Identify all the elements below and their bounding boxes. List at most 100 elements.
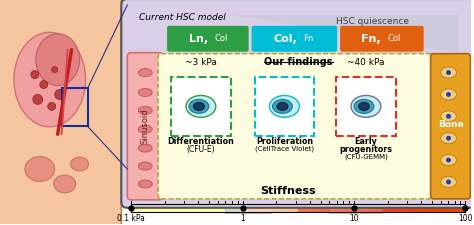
Bar xyxy=(246,204,251,212)
Bar xyxy=(317,204,321,212)
Text: ~3 kPa: ~3 kPa xyxy=(185,58,217,67)
Text: ~40 kPa: ~40 kPa xyxy=(347,58,385,67)
Ellipse shape xyxy=(138,144,152,152)
FancyBboxPatch shape xyxy=(158,54,435,199)
Circle shape xyxy=(31,71,39,79)
Bar xyxy=(395,204,399,212)
Ellipse shape xyxy=(440,89,456,100)
FancyBboxPatch shape xyxy=(336,76,396,136)
FancyBboxPatch shape xyxy=(252,26,337,52)
Bar xyxy=(458,204,462,212)
FancyBboxPatch shape xyxy=(167,26,249,52)
Bar xyxy=(283,204,288,212)
Bar xyxy=(354,204,358,212)
Ellipse shape xyxy=(138,162,152,170)
Bar xyxy=(391,204,395,212)
Bar xyxy=(131,204,243,212)
Bar xyxy=(384,204,388,212)
Bar xyxy=(310,204,314,212)
Text: progenitors: progenitors xyxy=(339,145,392,154)
Ellipse shape xyxy=(54,175,75,193)
Ellipse shape xyxy=(440,176,456,187)
Ellipse shape xyxy=(440,111,456,122)
Ellipse shape xyxy=(440,67,456,78)
Bar xyxy=(350,204,355,212)
Text: Current HSC model: Current HSC model xyxy=(139,13,226,22)
Bar xyxy=(406,204,410,212)
Ellipse shape xyxy=(186,95,216,117)
Ellipse shape xyxy=(193,102,204,110)
Bar xyxy=(320,204,325,212)
Text: Fn,: Fn, xyxy=(361,34,381,44)
Bar xyxy=(462,204,466,212)
Bar xyxy=(280,204,284,212)
Circle shape xyxy=(446,158,451,162)
Bar xyxy=(428,204,432,212)
Bar xyxy=(380,204,384,212)
Text: Bone: Bone xyxy=(438,120,463,129)
Bar xyxy=(306,204,310,212)
Bar xyxy=(302,204,306,212)
Text: (CFU-E): (CFU-E) xyxy=(187,145,215,154)
Bar xyxy=(298,204,302,212)
Text: Col,: Col, xyxy=(273,34,297,44)
Bar xyxy=(410,204,414,212)
Text: HSC quiescence: HSC quiescence xyxy=(337,17,410,26)
Bar xyxy=(358,204,362,212)
Ellipse shape xyxy=(14,32,85,127)
Bar xyxy=(243,204,247,212)
Text: (CellTrace Violet): (CellTrace Violet) xyxy=(255,145,314,152)
Ellipse shape xyxy=(138,125,152,133)
Ellipse shape xyxy=(270,95,300,117)
Ellipse shape xyxy=(440,133,456,144)
Bar xyxy=(436,204,440,212)
Text: Sinusoid: Sinusoid xyxy=(141,108,150,144)
Bar xyxy=(332,204,336,212)
Bar xyxy=(291,204,295,212)
Bar xyxy=(336,204,340,212)
Bar xyxy=(425,204,429,212)
Circle shape xyxy=(55,90,64,99)
Bar xyxy=(250,204,254,212)
Bar xyxy=(402,204,407,212)
Bar xyxy=(346,204,351,212)
Text: (CFU-GEMM): (CFU-GEMM) xyxy=(344,153,388,160)
Circle shape xyxy=(52,67,58,73)
Ellipse shape xyxy=(440,155,456,166)
Text: 0.1 kPa: 0.1 kPa xyxy=(118,214,145,223)
Bar xyxy=(324,204,328,212)
FancyBboxPatch shape xyxy=(171,76,231,136)
Bar xyxy=(265,204,269,212)
Circle shape xyxy=(446,180,451,184)
Bar xyxy=(432,204,436,212)
Bar xyxy=(373,204,377,212)
Bar xyxy=(287,204,292,212)
Bar xyxy=(362,204,365,212)
Bar xyxy=(226,203,271,213)
Bar xyxy=(369,204,373,212)
Bar xyxy=(413,204,418,212)
Bar xyxy=(447,204,451,212)
Ellipse shape xyxy=(138,106,152,114)
Text: Col: Col xyxy=(215,34,228,43)
Text: Fn: Fn xyxy=(303,34,314,43)
Bar xyxy=(254,204,258,212)
Bar xyxy=(443,204,447,212)
Bar xyxy=(313,204,318,212)
Polygon shape xyxy=(234,15,459,53)
Ellipse shape xyxy=(273,99,292,113)
FancyBboxPatch shape xyxy=(128,53,163,200)
Bar xyxy=(273,204,276,212)
Bar xyxy=(328,204,332,212)
Ellipse shape xyxy=(138,180,152,188)
Ellipse shape xyxy=(189,99,209,113)
Ellipse shape xyxy=(138,69,152,76)
Bar xyxy=(399,204,403,212)
Ellipse shape xyxy=(277,102,288,110)
Ellipse shape xyxy=(138,88,152,97)
Circle shape xyxy=(40,81,48,88)
FancyBboxPatch shape xyxy=(255,76,314,136)
Bar xyxy=(417,204,421,212)
FancyBboxPatch shape xyxy=(430,54,470,199)
Circle shape xyxy=(446,114,451,119)
